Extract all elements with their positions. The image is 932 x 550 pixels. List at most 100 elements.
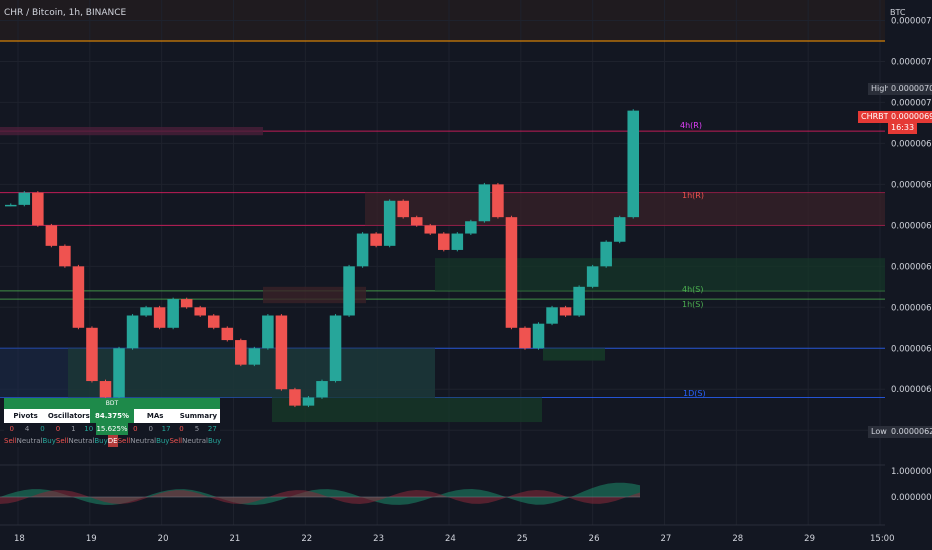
candle-body xyxy=(275,315,288,390)
candle-body xyxy=(329,315,342,382)
candle-body xyxy=(410,217,423,226)
oscillator-tick-label: 1.00000000 xyxy=(891,467,932,477)
candle-body xyxy=(397,200,409,218)
candle-body xyxy=(465,221,477,234)
level-label-1d-s: 1D(S) xyxy=(683,389,706,398)
candle-body xyxy=(289,389,301,406)
time-tick-label: 24 xyxy=(445,534,456,544)
candle-body xyxy=(519,327,531,349)
ta-label: Sell xyxy=(117,437,131,445)
time-tick-label: 15:00 xyxy=(870,534,895,544)
technical-analysis-table: BDT Pivots Oscillators 84.375% MAs Summa… xyxy=(4,398,222,447)
candle-body xyxy=(167,299,179,328)
candle-body xyxy=(235,340,247,365)
candle-body xyxy=(343,266,355,316)
high-value: 0.00000705 xyxy=(888,83,932,95)
candle-body xyxy=(613,217,626,242)
ta-label: Neutral xyxy=(182,437,208,445)
ta-titles-row: Pivots Oscillators 84.375% MAs Summary xyxy=(4,409,220,423)
candle-body xyxy=(438,233,450,250)
price-tick-label: 0.00000640 xyxy=(891,344,932,354)
ta-label: Buy xyxy=(156,437,170,445)
candle-body xyxy=(221,327,234,341)
candle-body xyxy=(113,348,125,398)
price-tick-label: 0.00000660 xyxy=(891,262,932,272)
candle-body xyxy=(140,307,152,316)
countdown-tag: 16:33 xyxy=(888,122,918,134)
time-tick-label: 21 xyxy=(230,534,241,544)
candle-body xyxy=(194,307,206,316)
candle-body xyxy=(600,241,612,267)
chart-title: CHR / Bitcoin, 1h, BINANCE xyxy=(4,8,127,18)
ta-label: Sell xyxy=(169,437,183,445)
ta-label: Buy xyxy=(207,437,222,445)
level-label-4h-r: 4h(R) xyxy=(680,121,702,130)
candle-body xyxy=(370,233,382,246)
ta-counts-row: 0 4 0 0 1 10 15.625% 0 0 17 0 5 27 xyxy=(4,423,220,435)
ta-labels-row: Sell Neutral Buy Sell Neutral Buy DE Sel… xyxy=(4,435,222,447)
candle-body xyxy=(5,204,17,207)
candle-body xyxy=(573,286,585,316)
last-price-tag: 0.00000698 xyxy=(888,111,932,123)
candle-body xyxy=(45,225,58,246)
ta-count: 1 xyxy=(71,425,76,433)
oscillator-area xyxy=(0,482,640,505)
candle-body xyxy=(316,381,328,398)
candle-body xyxy=(356,233,369,267)
candle-body xyxy=(59,245,71,267)
price-tick-label: 0.00000700 xyxy=(891,98,932,108)
candle-body xyxy=(424,225,437,234)
level-label-1h-s: 1h(S) xyxy=(682,300,704,309)
time-tick-label: 19 xyxy=(86,534,97,544)
ta-header: BDT xyxy=(4,398,220,409)
ta-title-mas: MAs xyxy=(146,412,164,420)
time-tick-label: 27 xyxy=(661,534,672,544)
time-tick-label: 22 xyxy=(301,534,312,544)
candle-body xyxy=(451,233,464,250)
symbol-tag: CHRBTC xyxy=(858,111,897,123)
ta-label: Sell xyxy=(4,437,17,445)
candle-body xyxy=(478,184,491,222)
ta-count: 27 xyxy=(207,425,217,433)
candle-body xyxy=(86,327,98,382)
candle-body xyxy=(72,266,85,328)
ta-osc-pct2: 15.625% xyxy=(96,423,128,435)
candle-body xyxy=(532,323,545,349)
ta-count: 0 xyxy=(148,425,153,433)
candle-body xyxy=(248,348,261,365)
ta-title-summary: Summary xyxy=(179,412,218,420)
candle-body xyxy=(18,192,31,205)
candle-body xyxy=(180,299,193,308)
ta-osc-pct: 84.375% xyxy=(90,409,134,423)
price-tick-label: 0.00000710 xyxy=(891,57,932,67)
low-label: Low xyxy=(868,426,890,438)
time-tick-label: 18 xyxy=(14,534,25,544)
oscillator-tick-label: 0.00000000 xyxy=(891,493,932,503)
price-tick-label: 0.00000690 xyxy=(891,139,932,149)
support-zone xyxy=(543,348,605,361)
ta-osc-verdict: DE xyxy=(107,435,118,447)
candle-body xyxy=(546,307,558,324)
ta-label: Neutral xyxy=(16,437,43,445)
candle-body xyxy=(559,307,572,316)
ta-label: Buy xyxy=(42,437,56,445)
low-value: 0.00000620 xyxy=(888,426,932,438)
time-tick-label: 28 xyxy=(732,534,743,544)
candle-body xyxy=(32,192,44,226)
ta-label: Buy xyxy=(94,437,108,445)
time-tick-label: 26 xyxy=(589,534,600,544)
level-label-4h-s: 4h(S) xyxy=(682,285,704,294)
ta-count: 0 xyxy=(40,425,45,433)
support-zone xyxy=(272,397,542,423)
level-label-1h-r: 1h(R) xyxy=(682,191,704,200)
ta-title-pivots: Pivots xyxy=(13,412,38,420)
time-tick-label: 20 xyxy=(158,534,169,544)
ta-title-oscillators: Oscillators xyxy=(47,412,90,420)
candle-body xyxy=(627,110,639,218)
time-tick-label: 25 xyxy=(517,534,528,544)
price-tick-label: 0.00000670 xyxy=(891,221,932,231)
ta-count: 0 xyxy=(179,425,184,433)
resistance-zone xyxy=(263,286,366,304)
candle-body xyxy=(505,217,518,328)
